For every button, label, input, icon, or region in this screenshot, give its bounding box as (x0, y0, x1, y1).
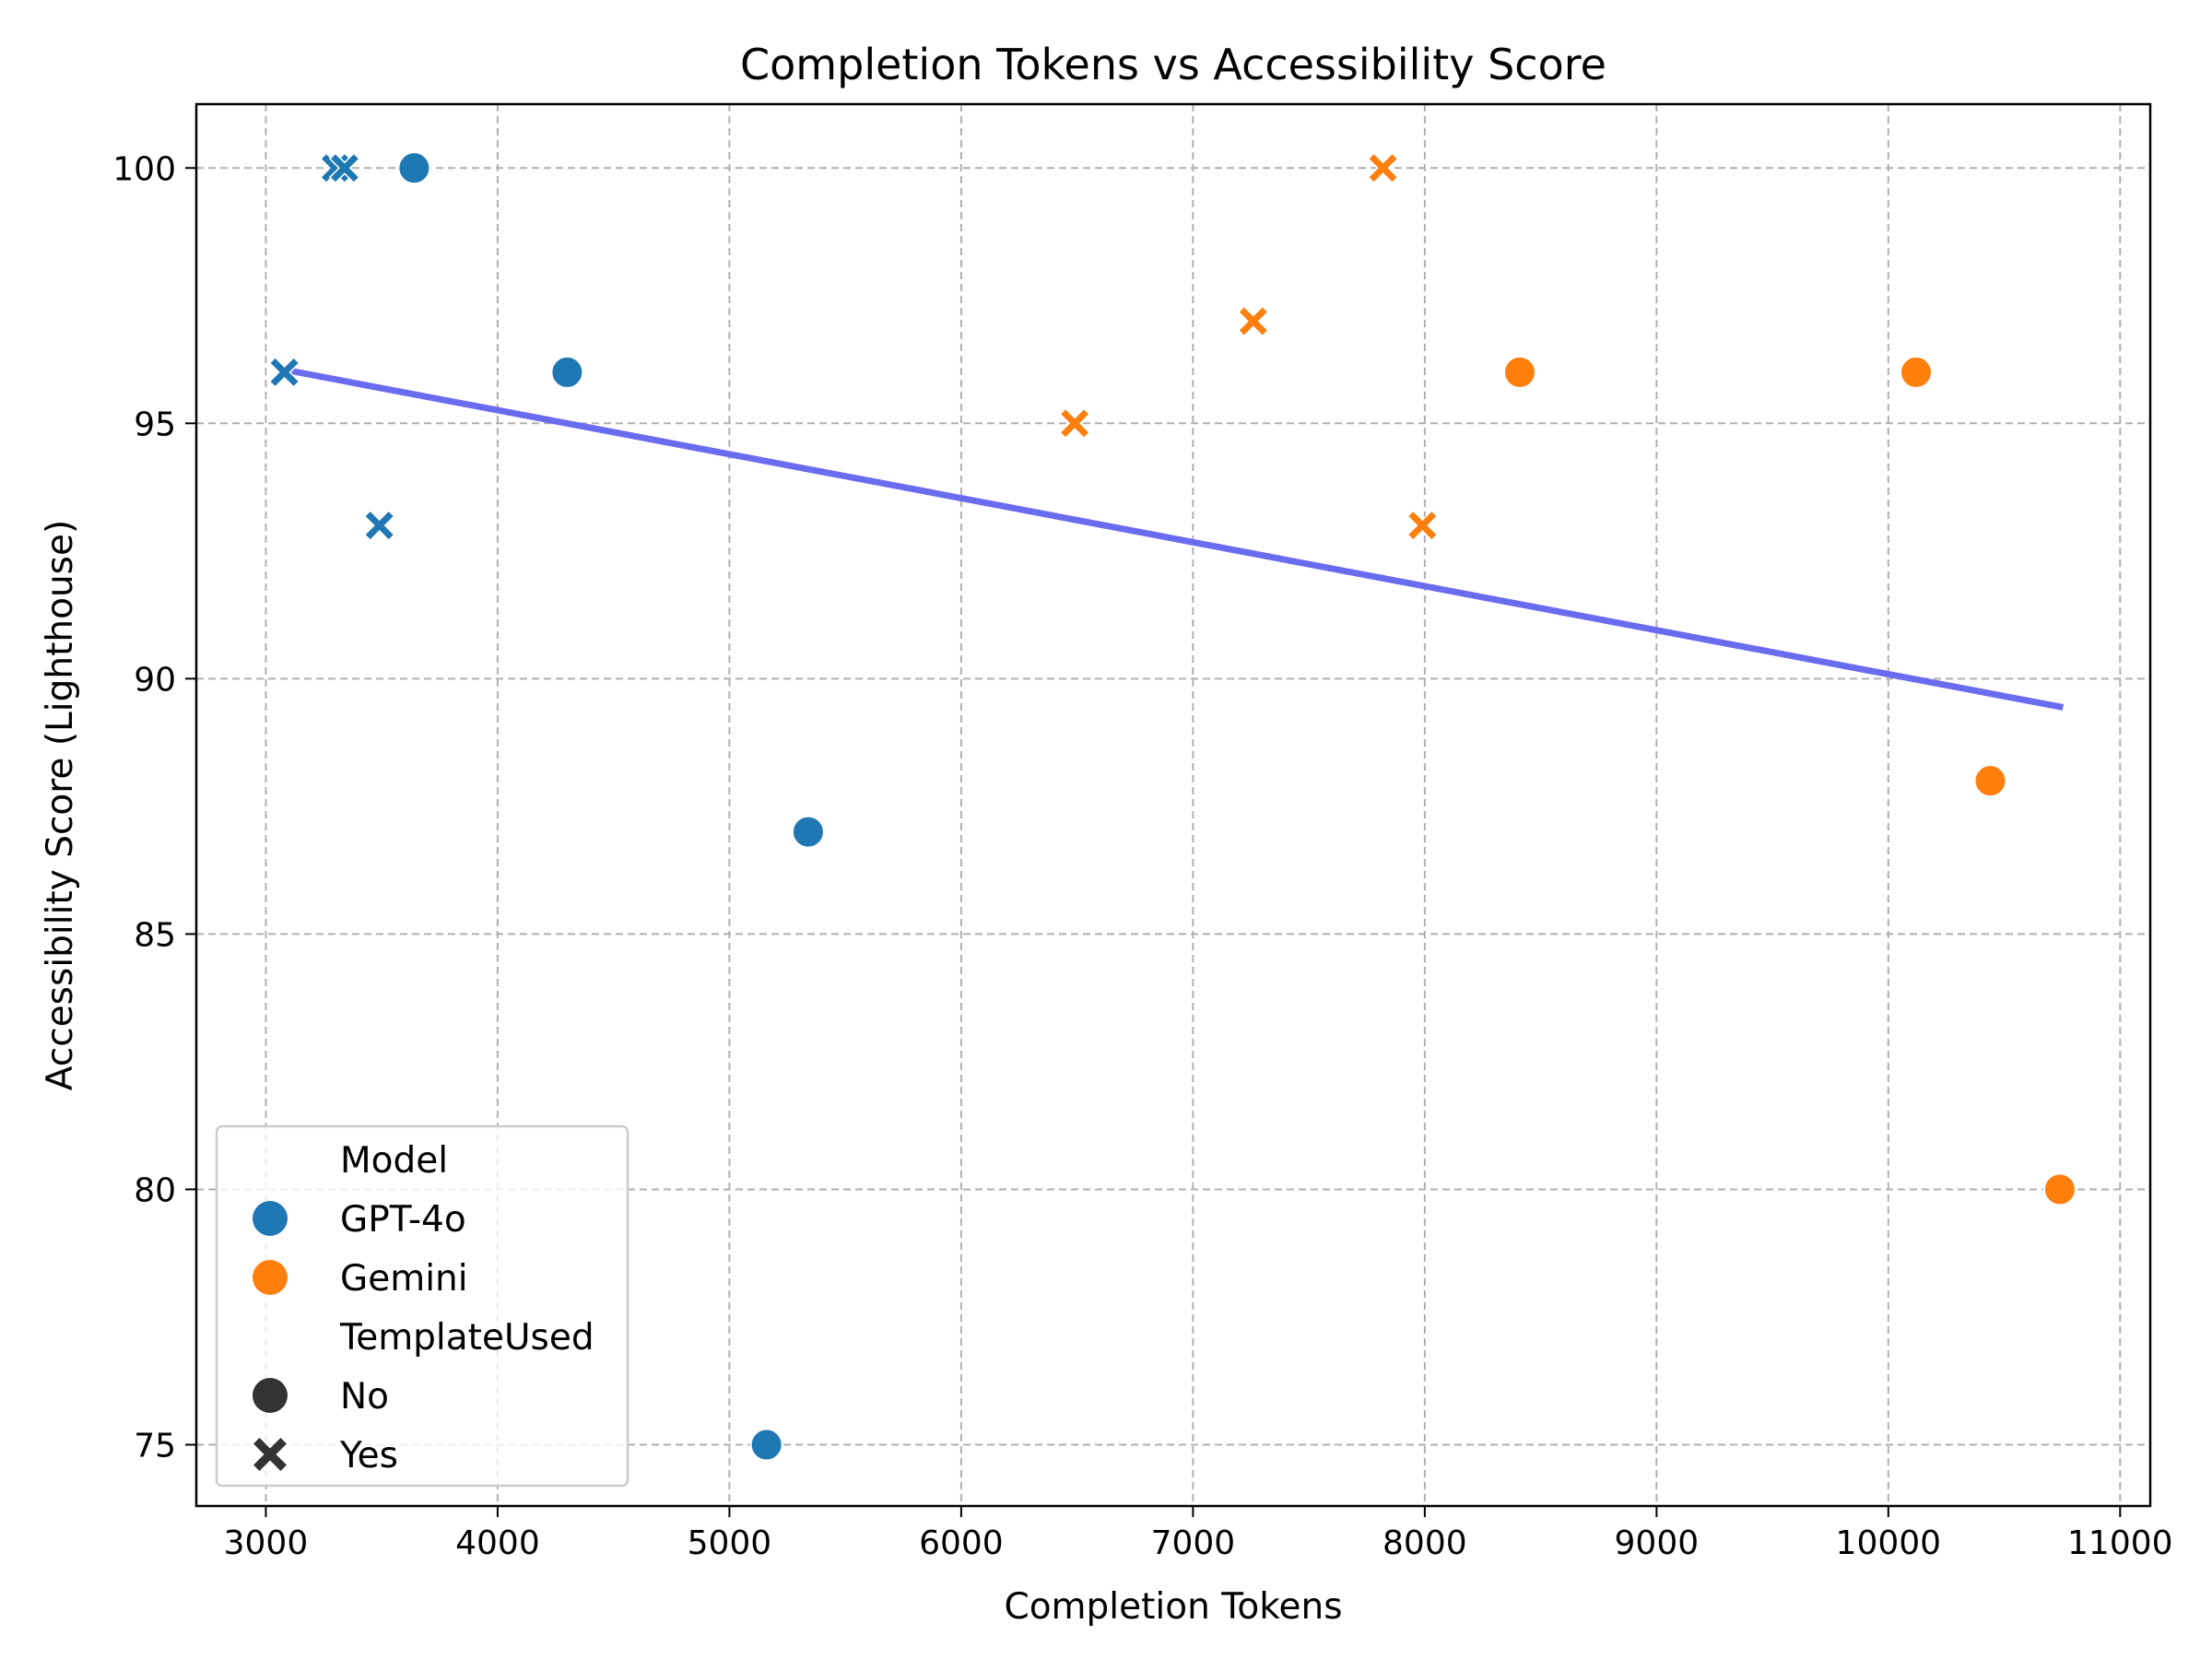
y-tick-label: 85 (134, 916, 176, 954)
legend-marker-gpt-4o (253, 1201, 288, 1236)
x-tick-label: 6000 (919, 1524, 1004, 1562)
point-gpt-4o-template-yes (363, 510, 395, 542)
legend-marker-yes (253, 1438, 287, 1471)
axis-ticks: 3000 4000 5000 6000 7000 8000 9000 10000 11000 75… (112, 150, 2172, 1562)
x-tick-label: 5000 (688, 1524, 772, 1562)
x-tick-label: 4000 (455, 1524, 540, 1562)
legend: Model TemplateUsed GPT-4o Gemini No Yes (215, 1124, 629, 1488)
point-gpt-4o-template-yes (268, 356, 300, 388)
y-axis-title: Accessibility Score (Lighthouse) (40, 520, 81, 1090)
y-tick-label: 80 (134, 1171, 176, 1209)
point-gpt-4o-template-no (749, 1428, 783, 1462)
y-tick-label: 95 (134, 406, 176, 443)
x-tick-label: 10000 (1836, 1524, 1942, 1562)
legend-box (215, 1124, 629, 1488)
point-gemini-template-yes (1237, 305, 1269, 337)
point-gemini-template-no (1973, 764, 2007, 798)
data-points (268, 151, 2077, 1462)
point-gpt-4o-template-no (791, 815, 825, 849)
trendline (280, 366, 2065, 711)
legend-entries: GPT-4o Gemini No Yes (253, 1199, 468, 1477)
legend-label-gemini: Gemini (340, 1258, 468, 1300)
y-tick-label: 100 (112, 150, 176, 188)
legend-label-gpt-4o: GPT-4o (340, 1199, 466, 1241)
chart-title: Completion Tokens vs Accessibility Score (740, 40, 1606, 89)
x-tick-label: 11000 (2067, 1524, 2173, 1562)
legend-marker-gemini (253, 1260, 288, 1295)
x-tick-label: 3000 (224, 1524, 309, 1562)
trendline-layer (280, 366, 2065, 711)
point-gpt-4o-template-yes (328, 152, 360, 184)
point-gemini-template-yes (1406, 510, 1439, 542)
legend-title-templateused: TemplateUsed (339, 1317, 594, 1359)
x-axis-title: Completion Tokens (1004, 1586, 1342, 1628)
point-gpt-4o-template-no (397, 151, 431, 185)
point-gemini-template-no (1900, 355, 1934, 389)
plot-frame (194, 102, 2152, 1508)
x-tick-label: 7000 (1151, 1524, 1236, 1562)
point-gemini-template-yes (1059, 407, 1091, 440)
point-gemini-template-yes (1367, 152, 1399, 184)
point-gemini-template-no (1502, 355, 1536, 389)
legend-label-no: No (340, 1376, 389, 1418)
legend-label-yes: Yes (339, 1435, 398, 1477)
x-tick-label: 8000 (1382, 1524, 1467, 1562)
legend-title-model: Model (340, 1140, 448, 1182)
point-gemini-template-no (2042, 1172, 2077, 1206)
legend-marker-no (253, 1378, 288, 1413)
x-tick-label: 9000 (1615, 1524, 1700, 1562)
point-gpt-4o-template-no (550, 355, 584, 389)
y-tick-label: 75 (134, 1428, 176, 1465)
y-tick-label: 90 (134, 661, 176, 699)
